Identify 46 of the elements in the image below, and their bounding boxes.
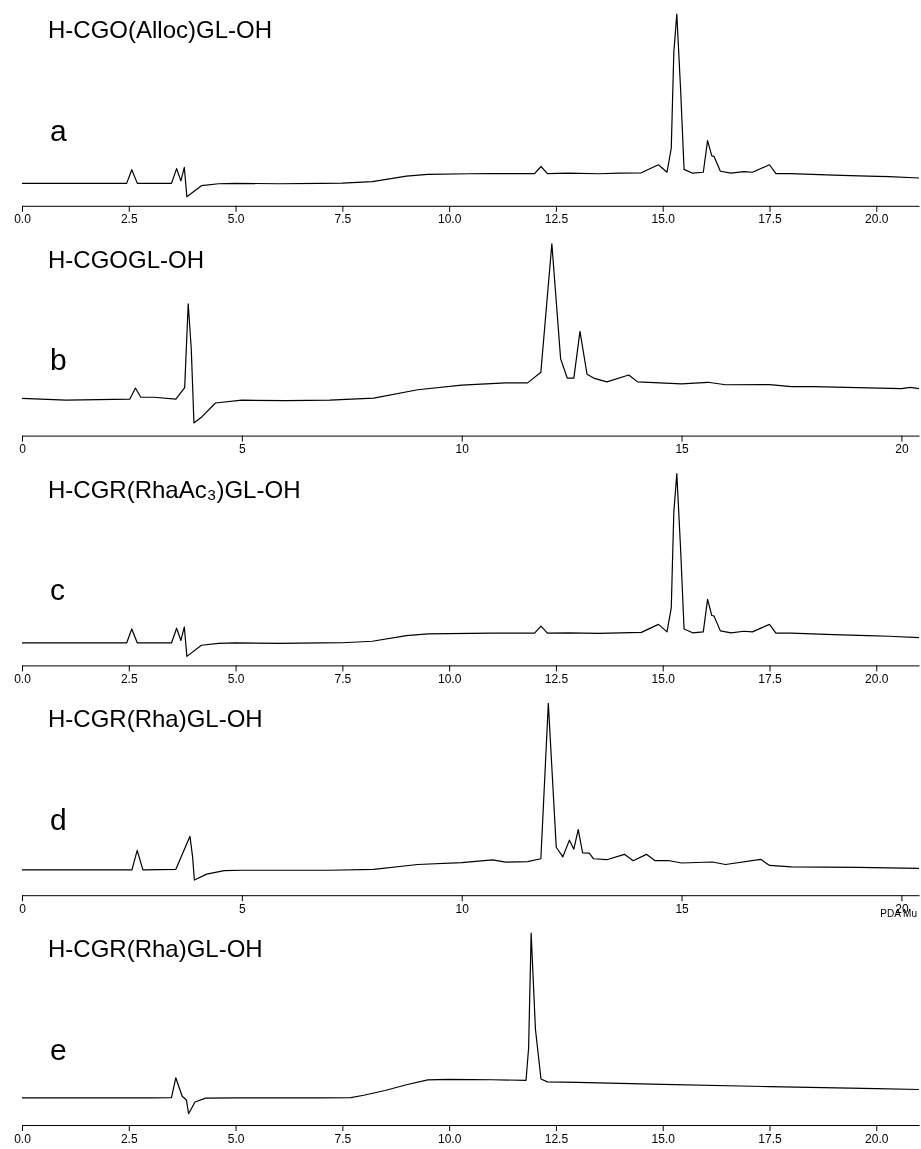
x-tick-label: 10 [455, 442, 470, 457]
x-tick-label: 20 [895, 442, 909, 457]
chart-title: H-CGR(Rha)GL-OH [48, 705, 263, 733]
x-tick-label: 15.0 [651, 1131, 676, 1146]
x-tick-label: 12.5 [544, 212, 569, 227]
x-tick-label: 0 [19, 442, 27, 457]
x-tick-label: 7.5 [334, 212, 352, 227]
x-tick-label: 0.0 [14, 671, 32, 686]
x-tick-label: 10.0 [437, 671, 462, 686]
chart-title: H-CGR(RhaAc₃)GL-OH [48, 475, 301, 503]
x-tick-label: 15 [675, 901, 690, 916]
x-tick-label: 0 [19, 901, 27, 916]
x-tick-label: 12.5 [544, 671, 569, 686]
chart-title: H-CGR(Rha)GL-OH [48, 935, 263, 963]
x-tick-label: 10.0 [437, 1131, 462, 1146]
chart-title: H-CGOGL-OH [48, 245, 204, 273]
x-tick-label: 17.5 [758, 671, 782, 686]
x-tick-label: 2.5 [120, 212, 138, 227]
x-tick-label: 5.0 [227, 212, 245, 227]
text: d [50, 802, 67, 836]
x-tick-label: 0.0 [14, 1131, 32, 1146]
x-tick-label: 2.5 [120, 671, 138, 686]
x-tick-label: 5.0 [227, 1131, 245, 1146]
x-tick-label: 5 [239, 442, 247, 457]
x-tick-label: 2.5 [120, 1131, 138, 1146]
text: a [50, 113, 67, 147]
x-tick-label: 7.5 [334, 1131, 352, 1146]
x-tick-label: 17.5 [758, 1131, 782, 1146]
chart-title: H-CGO(Alloc)GL-OH [48, 16, 273, 43]
x-tick-label: 15.0 [651, 671, 676, 686]
x-tick-label: 7.5 [334, 671, 352, 686]
x-tick-label: 10.0 [437, 212, 462, 227]
text: e [50, 1032, 67, 1066]
x-tick-label: 20.0 [865, 212, 889, 227]
x-tick-label: 15 [675, 442, 690, 457]
x-tick-label: 17.5 [758, 212, 782, 227]
x-tick-label: 10 [455, 901, 470, 916]
x-tick-label: 5.0 [227, 671, 245, 686]
x-tick-label: 5 [239, 901, 247, 916]
x-tick-label: 15.0 [651, 212, 676, 227]
text: c [50, 573, 65, 607]
x-tick-label: 12.5 [544, 1131, 569, 1146]
x-tick-label: 20.0 [865, 1131, 889, 1146]
x-tick-label: 0.0 [14, 212, 32, 227]
text: b [50, 343, 67, 377]
x-tick-label: 20.0 [865, 671, 889, 686]
